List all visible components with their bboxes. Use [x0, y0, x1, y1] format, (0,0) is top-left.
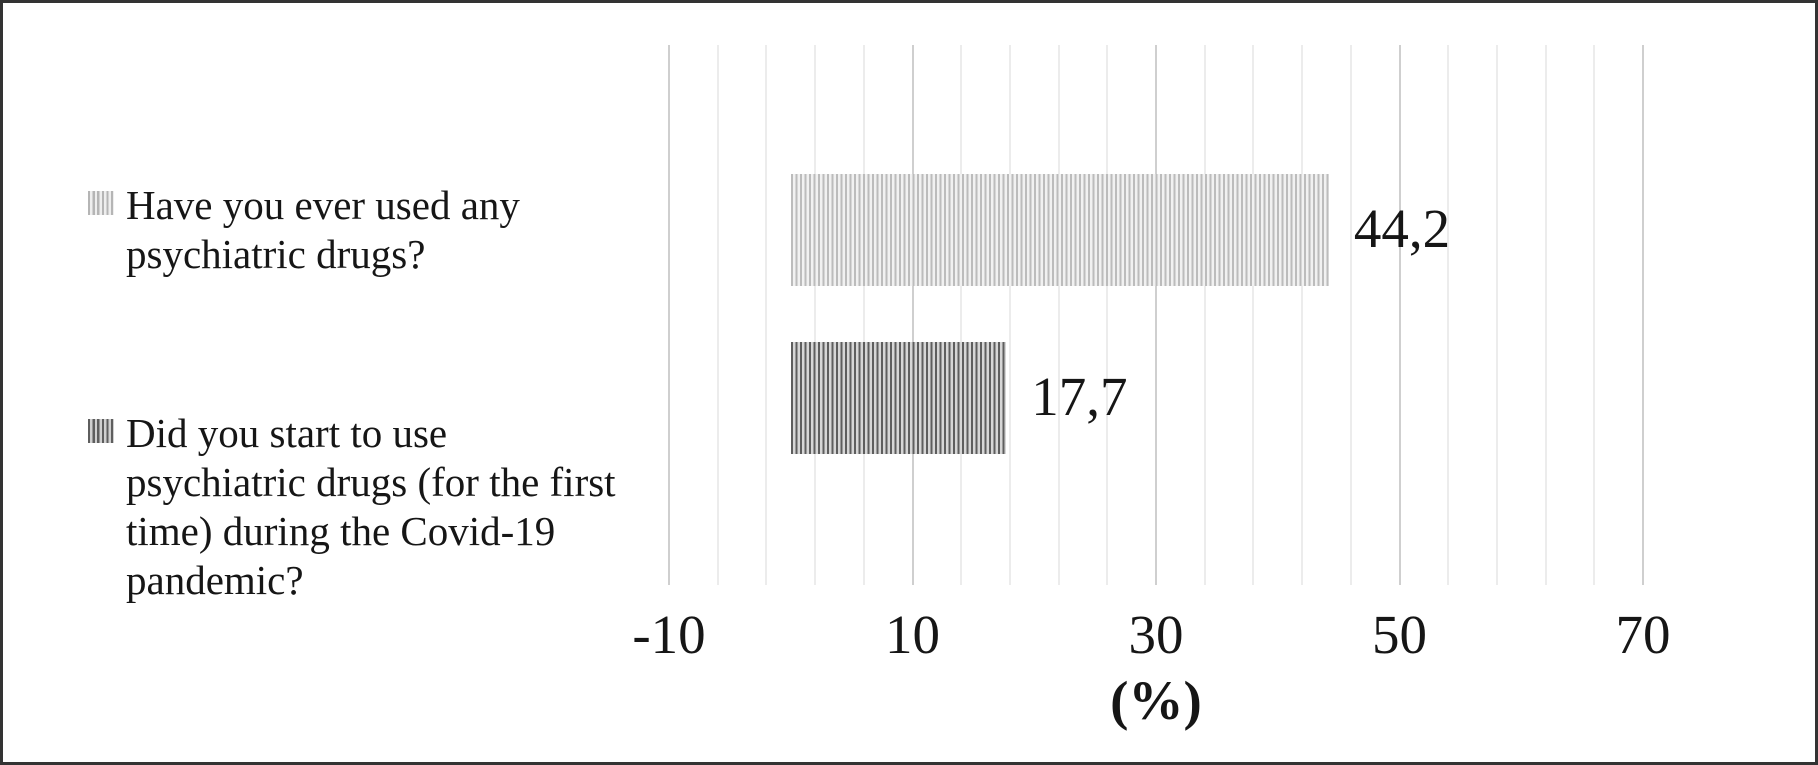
minor-gridline	[1301, 45, 1304, 585]
data-label-series-0: 44,2	[1353, 198, 1451, 260]
legend-swatch-light-stripes-icon	[88, 191, 114, 215]
minor-gridline	[960, 45, 963, 585]
x-axis-tick-labels: -10 10 30 50 70	[632, 604, 1670, 667]
minor-gridline	[1008, 45, 1011, 585]
minor-gridline	[1106, 45, 1109, 585]
minor-gridline	[1544, 45, 1547, 585]
legend-label-series-0: Have you ever used any psychiatric drugs…	[126, 182, 520, 277]
minor-gridline	[1495, 45, 1498, 585]
minor-gridline	[1593, 45, 1596, 585]
bar-series-0	[790, 174, 1329, 286]
minor-gridline	[1057, 45, 1060, 585]
major-gridline	[1642, 45, 1644, 585]
major-gridline	[668, 45, 670, 585]
minor-gridline	[862, 45, 865, 585]
x-tick-label: -10	[632, 604, 706, 665]
minor-gridline	[814, 45, 817, 585]
minor-gridline	[1203, 45, 1206, 585]
bar-series-1	[790, 342, 1007, 454]
x-tick-label: 30	[1128, 604, 1184, 665]
minor-gridline	[1447, 45, 1450, 585]
legend-label-series-1: Did you start to use psychiatric drugs (…	[126, 410, 616, 603]
minor-gridline	[765, 45, 768, 585]
x-axis-title: (%)	[1110, 670, 1202, 731]
minor-gridline	[716, 45, 719, 585]
x-tick-label: 50	[1372, 604, 1427, 665]
major-gridline	[1398, 45, 1401, 585]
minor-gridline	[1349, 45, 1352, 585]
major-gridline	[1155, 45, 1157, 585]
major-gridline	[911, 45, 914, 585]
legend-entry-series-1: Did you start to use psychiatric drugs (…	[88, 409, 631, 605]
x-tick-label: 70	[1615, 604, 1671, 665]
x-tick-label: 10	[885, 604, 940, 665]
legend-swatch-dark-stripes-icon	[88, 419, 114, 443]
legend: Have you ever used any psychiatric drugs…	[88, 3, 648, 762]
legend-entry-series-0: Have you ever used any psychiatric drugs…	[88, 181, 631, 279]
data-label-series-1: 17,7	[1031, 366, 1128, 428]
plot-area: 44,2 17,7	[668, 45, 1644, 585]
minor-gridline	[1252, 45, 1255, 585]
